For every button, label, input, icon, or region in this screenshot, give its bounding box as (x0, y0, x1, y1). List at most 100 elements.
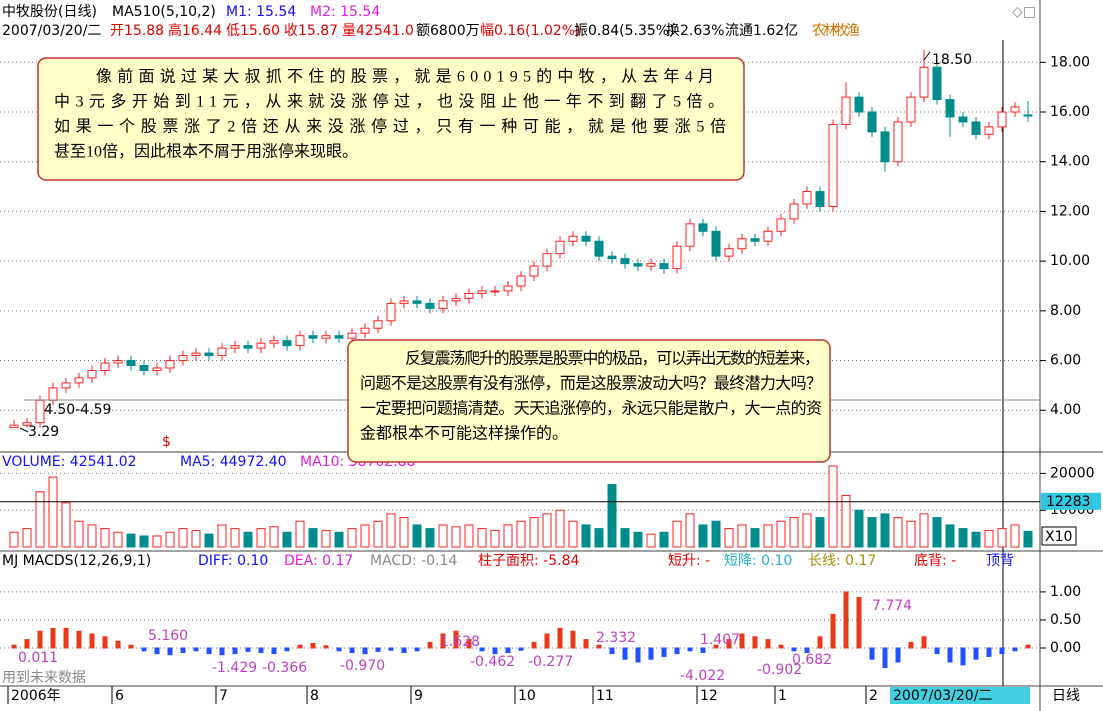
x-tick-label: 10 (518, 688, 536, 704)
volume-bar (152, 535, 162, 548)
macd-bar (492, 647, 498, 655)
x-tick-label: 6 (115, 688, 124, 704)
macd-bar (310, 643, 316, 649)
volume-bar (555, 509, 565, 548)
macd-bar (349, 647, 355, 653)
volume-bar (776, 520, 786, 548)
x-tick-label: 2 (869, 688, 878, 704)
macd-label: -0.277 (528, 654, 573, 670)
macd-bar (232, 647, 238, 655)
volume-bar (646, 533, 656, 548)
volume-bar (1010, 524, 1020, 548)
volume-bar (984, 529, 994, 548)
bottom-div: 底背: - (914, 553, 956, 569)
volume-bar (594, 528, 604, 548)
volume-bar (61, 502, 71, 548)
volume-bar (425, 528, 435, 548)
candle-body (880, 131, 890, 163)
candle-body (958, 116, 968, 123)
high: 高16.44 (168, 22, 222, 39)
candle-body (347, 332, 357, 339)
volume-bar (633, 531, 643, 548)
volume-bar (9, 531, 19, 548)
macd-bar (505, 647, 511, 653)
volume-bar (828, 465, 838, 548)
macd-bar (999, 647, 1005, 655)
macd-bar (570, 630, 576, 649)
window-icons[interactable]: ◇□ (1012, 4, 1036, 20)
macd-bar (518, 647, 524, 651)
candle-body (230, 345, 240, 349)
candle-body (750, 238, 760, 242)
macd-label: 1.628 (440, 634, 480, 650)
volume-bar (165, 531, 175, 548)
volume-bar (100, 528, 110, 548)
macd-bar (466, 639, 472, 649)
macd-title: MJ MACDS(12,26,9,1) (2, 553, 151, 569)
macd-bar (583, 639, 589, 649)
y-tick-label: 8.00 (1050, 303, 1081, 319)
volume-bar (178, 528, 188, 548)
candle-body (113, 360, 123, 364)
macd-bar (726, 639, 732, 649)
candle-body (490, 290, 500, 293)
candle-body (74, 377, 84, 384)
volume-bar (867, 517, 877, 548)
macd-bar (830, 613, 836, 649)
range-label: 4.50-4.59 (44, 402, 111, 418)
candle-body (516, 275, 526, 287)
annotation-2: 反复震荡爬升的股票是股票中的极品，可以弄出无数的短差来， 问题不是这股票有没有涨… (347, 339, 831, 463)
candle-body (165, 360, 175, 369)
macd-bar (934, 647, 940, 655)
macd-bar (76, 630, 82, 649)
macd-labels: 0.011 5.160 1.628 2.332 1.407 7.774 -1.4… (2, 598, 912, 686)
macd-bar (24, 639, 30, 649)
scale-box (1041, 526, 1077, 546)
volume-bar (698, 524, 708, 548)
volume-bar (386, 513, 396, 548)
x-tick-label: 9 (414, 688, 423, 704)
volume-bar (529, 517, 539, 548)
macd-bar (544, 633, 550, 649)
macd-bar (102, 636, 108, 649)
candle-body (919, 66, 929, 98)
change: 幅0.16(1.02%) (480, 23, 581, 39)
macd-label: 5.160 (148, 628, 188, 644)
volume-bar (1023, 530, 1033, 548)
candle-body (191, 352, 201, 357)
current-date: 2007/03/20/二 (893, 688, 992, 704)
volume-bar (945, 524, 955, 548)
scale: X10 (1045, 529, 1072, 545)
volume-bar (126, 533, 136, 548)
volume-bar (906, 520, 916, 548)
candle-body (568, 235, 578, 242)
macd-label: 1.407 (700, 632, 740, 648)
candle-body (295, 335, 305, 347)
macd-bar (856, 597, 862, 649)
volume-bar (724, 528, 734, 548)
macd-bar (713, 644, 719, 649)
pointer (19, 427, 29, 433)
macd-bar (921, 636, 927, 649)
macd-bar (427, 641, 433, 649)
candle-body (763, 230, 773, 242)
date-box (890, 687, 1030, 704)
open: 开15.88 (110, 23, 164, 39)
volume-bar (789, 517, 799, 548)
candle-body (724, 248, 734, 257)
volume-bar (607, 483, 617, 548)
candle-body (1010, 106, 1020, 113)
volume-bar (438, 524, 448, 548)
close: 收15.87 (284, 23, 338, 39)
macd-bar (791, 647, 797, 652)
macd-bar (245, 647, 251, 652)
candle-body (1023, 114, 1033, 117)
volume-bar (347, 528, 357, 548)
volume-bar (48, 476, 58, 548)
y-tick-label: 6.00 (1050, 353, 1081, 369)
macd-bar (882, 647, 888, 669)
short-down: 短降: 0.10 (724, 553, 792, 569)
volume-bar (451, 526, 461, 548)
x-tick-label: 7 (219, 688, 228, 704)
note-box (347, 339, 831, 463)
